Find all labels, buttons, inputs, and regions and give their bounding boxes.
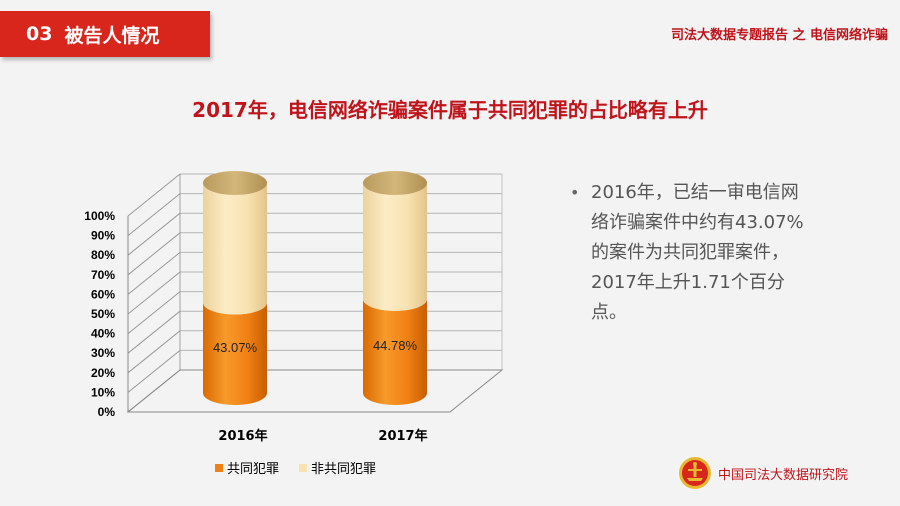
y-tick-label: 70%: [91, 268, 115, 282]
y-tick-label: 80%: [91, 248, 115, 262]
legend-swatch-non-joint: [299, 463, 308, 472]
gridline-left-wall: [127, 232, 181, 276]
x-category-label: 2017年: [378, 428, 427, 444]
bar-segment-non-joint: [363, 183, 427, 311]
chart-legend: 共同犯罪 非共同犯罪: [215, 458, 396, 477]
gridline-left-wall: [127, 212, 181, 256]
y-tick-label: 60%: [91, 287, 115, 301]
bullet-dot-icon: •: [570, 183, 580, 202]
gridline-left-wall: [127, 193, 181, 236]
gridline-left-wall: [127, 173, 181, 217]
gridline-left-wall: [127, 330, 181, 374]
y-tick-label: 20%: [91, 366, 115, 380]
data-label: 44.78%: [373, 338, 418, 353]
chart-floor: [126, 369, 504, 413]
gridline-left-wall: [127, 350, 181, 393]
y-tick-label: 10%: [91, 385, 115, 399]
bullet-text: 2016年，已结一审电信网络诈骗案件中约有43.07%的案件为共同犯罪案件，20…: [591, 182, 804, 323]
y-tick-label: 30%: [91, 346, 115, 360]
report-title: 司法大数据专题报告 之 电信网络诈骗: [670, 28, 888, 43]
bar-segment-joint: [363, 298, 427, 405]
slide-title: 2017年，电信网络诈骗案件属于共同犯罪的占比略有上升: [192, 98, 708, 122]
y-tick-label: 40%: [91, 327, 115, 341]
organization: 中国司法大数据研究院: [678, 456, 848, 490]
x-category-label: 2016年: [218, 428, 267, 444]
org-name: 中国司法大数据研究院: [718, 467, 849, 483]
y-tick-label: 0%: [98, 405, 116, 419]
gridline-left-wall: [127, 291, 181, 334]
bar-segment-joint: [203, 302, 267, 405]
section-tag: 03 被告人情况: [0, 11, 210, 57]
bar-segment-non-joint: [203, 183, 267, 315]
legend-item-non-joint: 非共同犯罪: [299, 458, 376, 477]
y-tick-label: 100%: [84, 209, 115, 223]
bar-top-cap: [203, 171, 267, 195]
court-emblem-icon: [679, 457, 711, 489]
legend-swatch-joint: [215, 463, 223, 472]
legend-label-joint: 共同犯罪: [227, 462, 280, 477]
y-tick-label: 90%: [91, 229, 115, 243]
gridline-left-wall: [127, 310, 181, 354]
legend-label-non-joint: 非共同犯罪: [311, 462, 377, 477]
section-number: 03: [26, 23, 53, 45]
gridline-left-wall: [127, 252, 181, 295]
data-label: 43.07%: [213, 340, 258, 355]
bar-top-cap: [363, 171, 427, 195]
section-title: 被告人情况: [64, 24, 160, 47]
legend-item-joint: 共同犯罪: [215, 458, 279, 477]
gridline-left-wall: [127, 271, 181, 315]
bullet-point: • 2016年，已结一审电信网络诈骗案件中约有43.07%的案件为共同犯罪案件，…: [570, 178, 815, 328]
y-tick-label: 50%: [91, 307, 115, 321]
